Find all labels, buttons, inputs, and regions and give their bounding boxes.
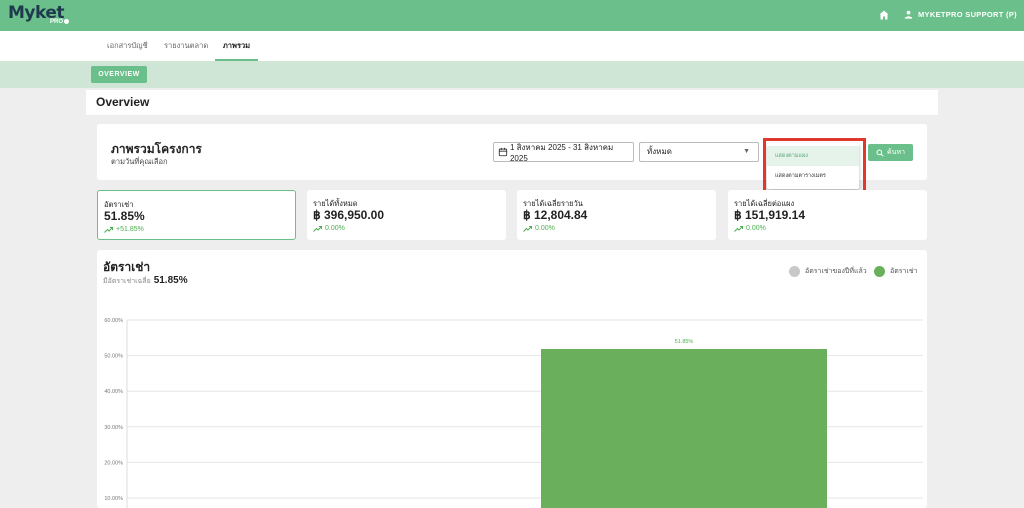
trending-up-icon: [313, 225, 322, 232]
trending-up-icon: [734, 225, 743, 232]
date-range-picker[interactable]: 1 สิงหาคม 2025 - 31 สิงหาคม 2025: [493, 142, 634, 163]
metric-value: 51.85%: [104, 209, 145, 223]
y-tick-label: 30.00%: [104, 425, 123, 431]
dropdown-option-by-sqm[interactable]: แสดงตามตารางเมตร: [775, 173, 826, 179]
top-bar: Myket PRO MYKETPRO SUPPORT (P): [0, 0, 1024, 31]
category-select[interactable]: ทั้งหมด ▼: [639, 142, 759, 162]
metric-change-value: 0.00%: [746, 225, 766, 232]
search-label: ค้นหา: [886, 149, 905, 156]
legend-label: อัตราเช่า: [890, 268, 918, 275]
y-tick-label: 40.00%: [104, 389, 123, 395]
metric-change: 0.00%: [313, 225, 345, 232]
filter-subtitle: ตามวันที่คุณเลือก: [111, 157, 168, 166]
logo-sub-text: PRO: [50, 19, 64, 26]
metric-value: ฿ 151,919.14: [734, 208, 806, 222]
metric-change: 0.00%: [734, 225, 766, 232]
page-title: Overview: [96, 95, 150, 109]
metric-value: ฿ 396,950.00: [313, 208, 385, 222]
metric-label: รายได้เฉลี่ยต่อแผง: [734, 199, 795, 208]
app-logo[interactable]: Myket: [8, 3, 65, 23]
search-icon: [876, 149, 884, 157]
user-menu[interactable]: MYKETPRO SUPPORT (P): [904, 10, 1017, 19]
tab-overview[interactable]: ภาพรวม: [215, 31, 258, 61]
y-tick-label: 20.00%: [104, 460, 123, 466]
dropdown-option-by-stall[interactable]: แสดงตามแผง: [767, 146, 859, 166]
calendar-icon: [498, 147, 508, 157]
metric-card-occupancy[interactable]: อัตราเช่า 51.85% +51.85%: [97, 190, 296, 240]
tab-accounting[interactable]: เอกสารบัญชี: [107, 41, 148, 50]
chart-title: อัตราเช่า: [103, 260, 151, 274]
metric-card-revenue-per-stall[interactable]: รายได้เฉลี่ยต่อแผง ฿ 151,919.14 0.00%: [728, 190, 927, 240]
y-tick-label: 50.00%: [104, 354, 123, 360]
logo-dot-icon: [64, 19, 70, 24]
date-range-text: 1 สิงหาคม 2025 - 31 สิงหาคม 2025: [509, 143, 614, 163]
chart-card: อัตราเช่า มีอัตราเช่าเฉลี่ย 51.85% อัตรา…: [97, 250, 927, 508]
home-icon[interactable]: [878, 9, 890, 21]
bar[interactable]: [541, 349, 827, 508]
avg-label: มีอัตราเช่าเฉลี่ย: [103, 278, 151, 285]
y-tick-label: 10.00%: [104, 496, 123, 502]
search-button[interactable]: ค้นหา: [868, 144, 913, 161]
user-name: MYKETPRO SUPPORT (P): [918, 10, 1017, 19]
trending-up-icon: [104, 226, 113, 233]
chevron-down-icon: ▼: [743, 148, 750, 155]
section-header: Overview: [86, 90, 938, 115]
metric-label: รายได้ทั้งหมด: [313, 199, 358, 208]
legend-prev-year[interactable]: อัตราเช่าของปีที่แล้ว: [789, 266, 867, 277]
select-value: ทั้งหมด: [647, 147, 672, 156]
legend-dot-icon: [874, 266, 885, 277]
highlight-box: [763, 138, 866, 195]
metric-label: อัตราเช่า: [104, 200, 134, 209]
chart-subtitle: มีอัตราเช่าเฉลี่ย 51.85%: [103, 275, 188, 287]
logo-sub: PRO: [50, 19, 70, 26]
sub-bar: OVERVIEW: [0, 61, 1024, 88]
legend-label: อัตราเช่าของปีที่แล้ว: [805, 268, 867, 275]
overview-button[interactable]: OVERVIEW: [91, 66, 147, 83]
metric-change-value: 0.00%: [535, 225, 555, 232]
metric-change: 0.00%: [523, 225, 555, 232]
avg-value: 51.85%: [153, 275, 188, 286]
metric-card-total-revenue[interactable]: รายได้ทั้งหมด ฿ 396,950.00 0.00%: [307, 190, 506, 240]
tab-market-report[interactable]: รายงานตลาด: [164, 41, 209, 50]
display-mode-dropdown: แสดงตามแผง แสดงตามตารางเมตร: [767, 143, 859, 189]
y-tick-label: 60.00%: [104, 318, 123, 324]
metric-value: ฿ 12,804.84: [523, 208, 588, 222]
filter-title: ภาพรวมโครงการ: [111, 142, 202, 156]
nav-tabs: เอกสารบัญชี รายงานตลาด ภาพรวม: [0, 31, 1024, 61]
legend-current[interactable]: อัตราเช่า: [874, 266, 918, 277]
metric-change: +51.85%: [104, 226, 144, 233]
metric-label: รายได้เฉลี่ยรายวัน: [523, 199, 583, 208]
bar-data-label: 51.85%: [675, 339, 694, 345]
metric-card-daily-revenue[interactable]: รายได้เฉลี่ยรายวัน ฿ 12,804.84 0.00%: [517, 190, 716, 240]
trending-up-icon: [523, 225, 532, 232]
user-icon: [904, 10, 913, 19]
occupancy-bar-chart: 60.00% 50.00% 40.00% 30.00% 20.00% 10.00% 51.8…: [104, 318, 923, 508]
metric-change-value: +51.85%: [116, 226, 144, 233]
metric-change-value: 0.00%: [325, 225, 345, 232]
legend-dot-icon: [789, 266, 800, 277]
